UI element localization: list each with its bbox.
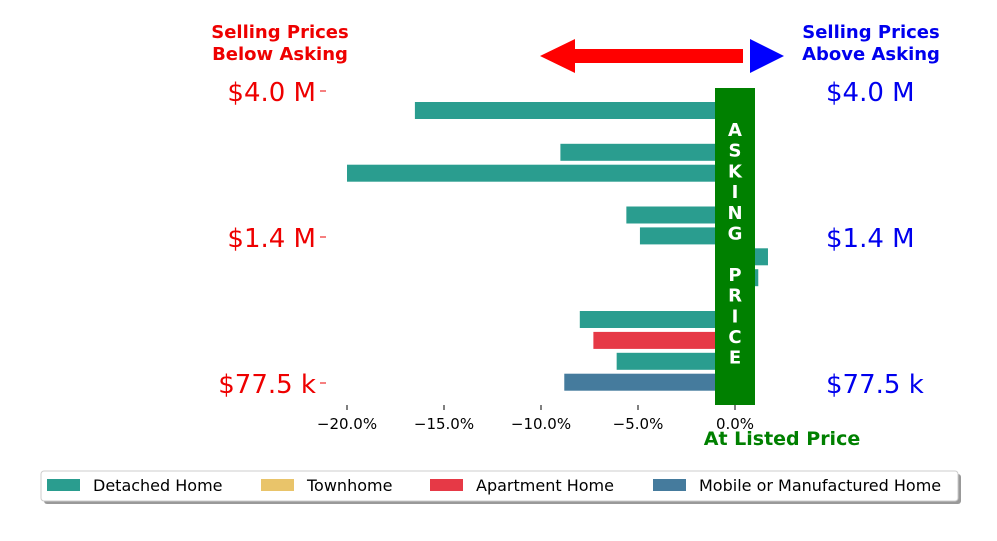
asking-letter-1: S: [729, 141, 742, 162]
x-tick-label-1: −15.0%: [414, 415, 474, 433]
asking-letter-8: R: [728, 286, 742, 307]
price-label-right-top: $4.0 M: [826, 78, 915, 108]
below-header-line1: Selling Prices: [211, 22, 348, 43]
asking-letter-5: G: [728, 224, 743, 245]
asking-letter-4: N: [727, 203, 742, 224]
below-header-line2: Below Asking: [212, 44, 348, 65]
x-tick-label-0: −20.0%: [317, 415, 377, 433]
bar-13: [564, 373, 735, 391]
x-tick-label-4: 0.0%: [716, 415, 754, 433]
bar-2: [560, 143, 735, 161]
bar-12: [616, 352, 735, 370]
asking-letter-2: K: [728, 161, 743, 182]
price-label-left-mid: $1.4 M: [227, 224, 316, 254]
asking-letter-10: C: [728, 327, 741, 348]
price-label-right-mid: $1.4 M: [826, 224, 915, 254]
legend-box: [40, 470, 959, 502]
bar-0: [414, 102, 735, 119]
bar-3: [347, 164, 735, 182]
x-tick-label-2: −10.0%: [511, 415, 571, 433]
asking-letter-11: E: [729, 348, 741, 369]
legend-swatch-3: [653, 479, 686, 491]
price-label-right-bottom: $77.5 k: [826, 370, 924, 400]
price-label-left-top: $4.0 M: [227, 78, 316, 108]
legend-swatch-1: [261, 479, 294, 491]
legend-label-2: Apartment Home: [476, 476, 614, 495]
listed-price-label: At Listed Price: [704, 428, 860, 450]
bar-10: [579, 311, 735, 328]
bar-group: [347, 102, 768, 391]
bar-6: [639, 227, 735, 245]
bar-5: [626, 206, 735, 224]
x-axis: −20.0% −15.0% −10.0% −5.0% 0.0%: [317, 405, 754, 433]
above-header-line2: Above Asking: [802, 44, 940, 65]
legend-label-0: Detached Home: [93, 476, 223, 495]
above-header-line1: Selling Prices: [802, 22, 939, 43]
legend-swatch-2: [430, 479, 463, 491]
right-arrow-icon: [750, 39, 784, 73]
legend: Detached Home Townhome Apartment Home Mobil…: [47, 476, 941, 495]
asking-price-band: [715, 88, 755, 405]
legend-label-3: Mobile or Manufactured Home: [699, 476, 941, 495]
asking-letter-3: I: [732, 182, 739, 203]
left-arrow-icon: [540, 39, 743, 73]
legend-swatch-0: [47, 479, 80, 491]
asking-letter-7: P: [728, 265, 741, 286]
price-label-left-bottom: $77.5 k: [218, 370, 316, 400]
legend-label-1: Townhome: [306, 476, 392, 495]
asking-letter-9: I: [732, 306, 739, 327]
x-tick-label-3: −5.0%: [613, 415, 664, 433]
asking-letter-0: A: [728, 120, 742, 141]
bar-11: [593, 331, 735, 349]
